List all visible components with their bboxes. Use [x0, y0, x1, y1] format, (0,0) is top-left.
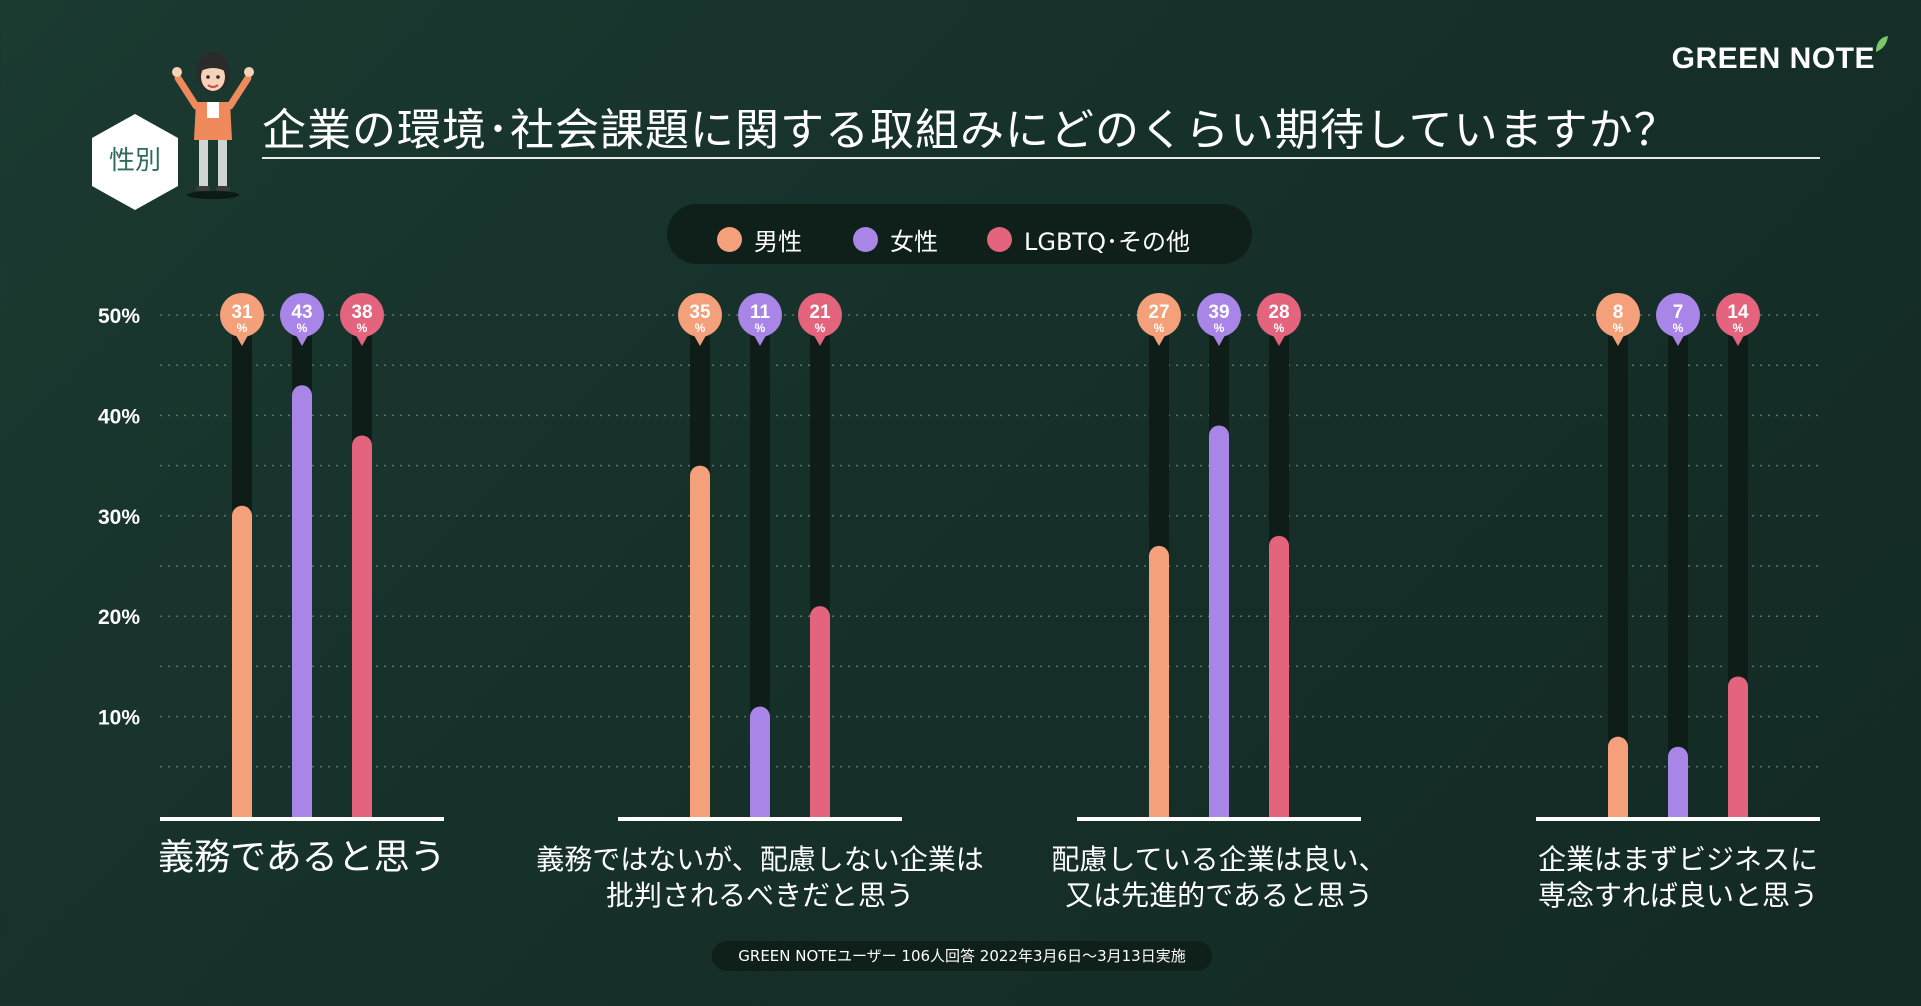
badge-label: 性別 [108, 146, 161, 176]
data-label-unit: % [1613, 321, 1624, 335]
brand-text: GREEN NOTE [1671, 42, 1875, 75]
bar-male [1608, 736, 1628, 817]
person-illustration [172, 52, 254, 199]
data-label: 8 [1613, 302, 1624, 323]
category-label-line: 義務であると思う [158, 837, 446, 878]
data-label: 7 [1673, 302, 1684, 323]
bar-female [292, 385, 312, 817]
data-label-unit: % [1154, 321, 1165, 335]
data-label-unit: % [1214, 321, 1225, 335]
data-label: 39 [1208, 302, 1229, 323]
bar-other [1269, 535, 1289, 817]
value-marker [220, 293, 264, 337]
legend-item-male: 男性 [717, 222, 802, 257]
data-label: 35 [689, 302, 711, 323]
bar-male [690, 465, 710, 817]
legend: 男性 女性 LGBTQ･その他 [667, 204, 1252, 264]
data-label-unit: % [755, 321, 766, 335]
bar-other [1728, 676, 1748, 817]
data-label: 21 [809, 302, 831, 323]
value-marker [340, 293, 384, 337]
y-tick-label: 50% [98, 305, 140, 328]
data-label: 14 [1727, 302, 1749, 323]
title-underline [262, 157, 1820, 159]
data-label: 11 [750, 302, 771, 323]
value-marker [798, 293, 842, 337]
bar-track [1608, 315, 1628, 817]
data-label-unit: % [357, 321, 368, 335]
category-label: 義務ではないが、配慮しない企業は 批判されるべきだと思う [500, 842, 1020, 914]
value-marker [1656, 293, 1700, 337]
data-label-unit: % [1673, 321, 1684, 335]
category-label: 義務であると思う [42, 836, 562, 880]
y-tick-label: 30% [98, 506, 140, 529]
legend-dot-other [987, 227, 1012, 252]
value-marker [738, 293, 782, 337]
y-tick-label: 20% [98, 606, 140, 629]
value-marker [1197, 293, 1241, 337]
legend-dot-male [717, 227, 742, 252]
data-label-unit: % [297, 321, 308, 335]
bar-female [1209, 425, 1229, 817]
bar-track [1668, 315, 1688, 817]
legend-label-other: LGBTQ･その他 [1024, 228, 1190, 256]
value-marker [280, 293, 324, 337]
bar-female [750, 706, 770, 817]
bar-track [750, 315, 770, 817]
hexagon-badge [92, 114, 178, 210]
data-label: 38 [351, 302, 372, 323]
brand-logo: GREEN NOTE [1671, 36, 1888, 76]
bar-other [352, 435, 372, 817]
category-label-line: 配慮している企業は良い、 [1051, 843, 1387, 876]
category-label: 配慮している企業は良い、 又は先進的であると思う [959, 842, 1479, 914]
bar-male [232, 505, 252, 817]
legend-dot-female [853, 227, 878, 252]
chart-title: 企業の環境･社会課題に関する取組みにどのくらい期待していますか？ [262, 105, 1679, 156]
data-label-unit: % [815, 321, 826, 335]
data-label-unit: % [1274, 321, 1285, 335]
legend-item-female: 女性 [853, 222, 938, 257]
footer-note: GREEN NOTEユーザー 106人回答 2022年3月6日〜3月13日実施 [712, 941, 1212, 971]
value-marker [678, 293, 722, 337]
bar-female [1668, 746, 1688, 817]
y-tick-label: 10% [98, 707, 140, 730]
category-label-line: 企業はまずビジネスに [1537, 843, 1818, 876]
legend-item-other: LGBTQ･その他 [987, 222, 1190, 257]
legend-label-male: 男性 [754, 228, 802, 256]
data-label-unit: % [695, 321, 706, 335]
category-label-line: 又は先進的であると思う [1065, 879, 1373, 912]
category-label-line: 批判されるべきだと思う [605, 879, 914, 912]
data-label: 28 [1268, 302, 1289, 323]
value-marker [1137, 293, 1181, 337]
y-tick-label: 40% [98, 405, 140, 428]
category-label: 企業はまずビジネスに 専念すれば良いと思う [1418, 842, 1921, 914]
value-marker [1716, 293, 1760, 337]
data-label-unit: % [237, 321, 248, 335]
data-label: 31 [231, 302, 253, 323]
leaf-icon [1876, 36, 1888, 52]
bar-male [1149, 545, 1169, 817]
category-label-line: 義務ではないが、配慮しない企業は [536, 843, 984, 876]
bar-other [810, 606, 830, 817]
data-label: 43 [291, 302, 312, 323]
data-label-unit: % [1733, 321, 1744, 335]
legend-label-female: 女性 [890, 228, 938, 256]
value-marker [1257, 293, 1301, 337]
value-marker [1596, 293, 1640, 337]
category-label-line: 専念すれば良いと思う [1537, 879, 1818, 912]
data-label: 27 [1148, 302, 1169, 323]
